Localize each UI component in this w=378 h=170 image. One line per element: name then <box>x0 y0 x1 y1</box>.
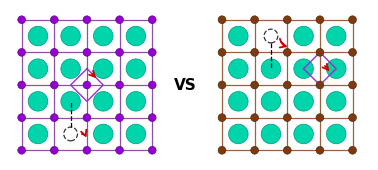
Circle shape <box>148 16 156 24</box>
Circle shape <box>251 114 259 122</box>
Circle shape <box>93 124 113 144</box>
Circle shape <box>116 48 124 56</box>
Circle shape <box>93 26 113 46</box>
Circle shape <box>93 59 113 79</box>
Circle shape <box>18 16 26 24</box>
Circle shape <box>218 48 226 56</box>
Circle shape <box>284 16 291 24</box>
Circle shape <box>83 81 91 89</box>
Circle shape <box>28 124 48 144</box>
Circle shape <box>126 124 146 144</box>
Circle shape <box>50 146 58 154</box>
Circle shape <box>251 81 259 89</box>
Circle shape <box>294 124 313 144</box>
Circle shape <box>284 48 291 56</box>
Circle shape <box>327 91 346 111</box>
Circle shape <box>18 146 26 154</box>
Circle shape <box>148 146 156 154</box>
Circle shape <box>284 114 291 122</box>
Circle shape <box>284 146 291 154</box>
Circle shape <box>294 26 313 46</box>
Circle shape <box>126 91 146 111</box>
Circle shape <box>116 16 124 24</box>
Circle shape <box>349 114 356 122</box>
Circle shape <box>327 59 346 79</box>
Circle shape <box>18 48 26 56</box>
Circle shape <box>18 81 26 89</box>
Circle shape <box>218 81 226 89</box>
Circle shape <box>327 26 346 46</box>
Circle shape <box>116 146 124 154</box>
Circle shape <box>349 146 356 154</box>
Circle shape <box>218 16 226 24</box>
Circle shape <box>61 26 81 46</box>
Circle shape <box>349 16 356 24</box>
Circle shape <box>218 146 226 154</box>
Circle shape <box>229 26 248 46</box>
Circle shape <box>229 59 248 79</box>
Circle shape <box>50 81 58 89</box>
Circle shape <box>316 114 324 122</box>
Circle shape <box>229 91 248 111</box>
Circle shape <box>316 48 324 56</box>
Text: VS: VS <box>174 78 197 92</box>
Circle shape <box>18 114 26 122</box>
Circle shape <box>349 48 356 56</box>
Circle shape <box>61 59 81 79</box>
Circle shape <box>316 81 324 89</box>
Circle shape <box>83 16 91 24</box>
Circle shape <box>229 124 248 144</box>
Circle shape <box>251 146 259 154</box>
Circle shape <box>349 81 356 89</box>
Circle shape <box>294 59 313 79</box>
Circle shape <box>83 114 91 122</box>
Circle shape <box>116 81 124 89</box>
Circle shape <box>327 124 346 144</box>
Circle shape <box>116 114 124 122</box>
Circle shape <box>294 91 313 111</box>
Circle shape <box>261 59 281 79</box>
Circle shape <box>264 29 278 43</box>
Circle shape <box>126 59 146 79</box>
Circle shape <box>83 48 91 56</box>
Circle shape <box>83 146 91 154</box>
Circle shape <box>148 114 156 122</box>
Circle shape <box>316 16 324 24</box>
Circle shape <box>64 127 77 141</box>
Circle shape <box>28 59 48 79</box>
Circle shape <box>284 81 291 89</box>
Circle shape <box>148 48 156 56</box>
Circle shape <box>218 114 226 122</box>
Circle shape <box>148 81 156 89</box>
Circle shape <box>126 26 146 46</box>
Circle shape <box>261 91 281 111</box>
Circle shape <box>28 91 48 111</box>
Circle shape <box>50 16 58 24</box>
Circle shape <box>251 16 259 24</box>
Circle shape <box>316 146 324 154</box>
Circle shape <box>50 48 58 56</box>
Circle shape <box>61 91 81 111</box>
Circle shape <box>28 26 48 46</box>
Circle shape <box>93 91 113 111</box>
Circle shape <box>50 114 58 122</box>
Circle shape <box>261 124 281 144</box>
Circle shape <box>251 48 259 56</box>
